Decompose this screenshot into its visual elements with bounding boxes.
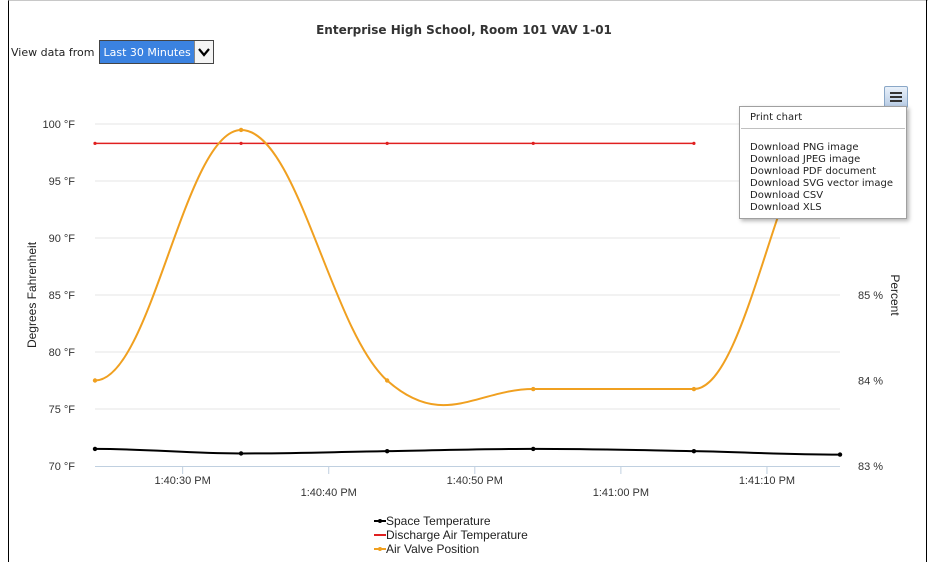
download-svg-item[interactable]: Download SVG vector image [750, 178, 894, 189]
x-tick-label: 1:41:10 PM [739, 475, 795, 487]
y-left-tick-label: 100 °F [42, 119, 75, 131]
data-point-space-temperature [384, 448, 390, 454]
legend-item-discharge-air-temperature[interactable]: Discharge Air Temperature [374, 528, 528, 542]
x-tick-label: 1:41:00 PM [593, 487, 649, 499]
chart-legend: Space Temperature Discharge Air Temperat… [374, 514, 528, 556]
y-left-tick-label: 85 °F [49, 290, 76, 302]
chart-title: Enterprise High School, Room 101 VAV 1-0… [316, 23, 612, 37]
series-line-space-temperature [94, 447, 841, 456]
data-point-discharge-air-temperature [531, 141, 535, 145]
y-left-tick-label: 75 °F [49, 404, 76, 416]
y-right-axis-title: Percent [888, 274, 902, 316]
x-tick-label: 1:40:50 PM [447, 475, 503, 487]
data-point-discharge-air-temperature [385, 141, 389, 145]
y-left-tick-label: 95 °F [49, 176, 76, 188]
legend-swatch [374, 516, 386, 526]
data-point-discharge-air-temperature [93, 141, 97, 145]
download-pdf-item[interactable]: Download PDF document [750, 166, 877, 177]
time-range-value: Last 30 Minutes [100, 41, 194, 63]
legend-label: Air Valve Position [386, 542, 480, 556]
view-data-label: View data from [11, 45, 95, 59]
download-png-item[interactable]: Download PNG image [750, 142, 859, 153]
y-right-tick-label: 83 % [858, 461, 883, 473]
data-point-discharge-air-temperature [239, 141, 243, 145]
download-xls-item[interactable]: Download XLS [750, 202, 822, 213]
data-point-air-valve-position [238, 127, 244, 133]
x-tick-label: 1:40:40 PM [301, 487, 357, 499]
view-data-row: View data from Last 30 Minutes [11, 40, 214, 64]
legend-swatch [374, 544, 386, 554]
data-point-air-valve-position [531, 386, 536, 392]
series-line-air-valve-position [94, 110, 841, 407]
data-point-discharge-air-temperature [692, 141, 696, 145]
data-point-space-temperature [531, 446, 536, 452]
legend-swatch [374, 530, 386, 540]
data-point-space-temperature [92, 446, 98, 452]
time-range-select[interactable]: Last 30 Minutes [99, 40, 214, 64]
y-left-tick-label: 80 °F [49, 347, 76, 359]
y-right-tick-label: 84 % [858, 376, 883, 388]
print-chart-item[interactable]: Print chart [750, 112, 803, 123]
export-menu: Print chart Download PNG image Download … [739, 106, 907, 219]
legend-item-air-valve-position[interactable]: Air Valve Position [374, 542, 528, 556]
data-point-space-temperature [837, 452, 843, 457]
legend-label: Discharge Air Temperature [386, 528, 528, 542]
window-edge [926, 0, 927, 562]
data-point-air-valve-position [384, 378, 390, 383]
y-right-tick-label: 85 % [858, 290, 883, 302]
data-point-space-temperature [238, 451, 244, 456]
chevron-down-icon[interactable] [193, 41, 213, 63]
legend-item-space-temperature[interactable]: Space Temperature [374, 514, 528, 528]
download-csv-item[interactable]: Download CSV [750, 190, 824, 201]
menu-separator [741, 128, 905, 129]
data-point-air-valve-position [691, 386, 697, 392]
y-left-tick-label: 90 °F [49, 233, 76, 245]
legend-label: Space Temperature [386, 514, 491, 528]
data-point-air-valve-position [92, 378, 98, 383]
hamburger-menu-icon[interactable] [884, 86, 908, 108]
y-left-tick-label: 70 °F [49, 461, 76, 473]
x-tick-label: 1:40:30 PM [155, 475, 211, 487]
chart-frame [8, 0, 928, 562]
y-left-axis-title: Degrees Fahrenheit [25, 241, 39, 348]
data-point-space-temperature [691, 448, 697, 454]
download-jpeg-item[interactable]: Download JPEG image [750, 154, 861, 165]
